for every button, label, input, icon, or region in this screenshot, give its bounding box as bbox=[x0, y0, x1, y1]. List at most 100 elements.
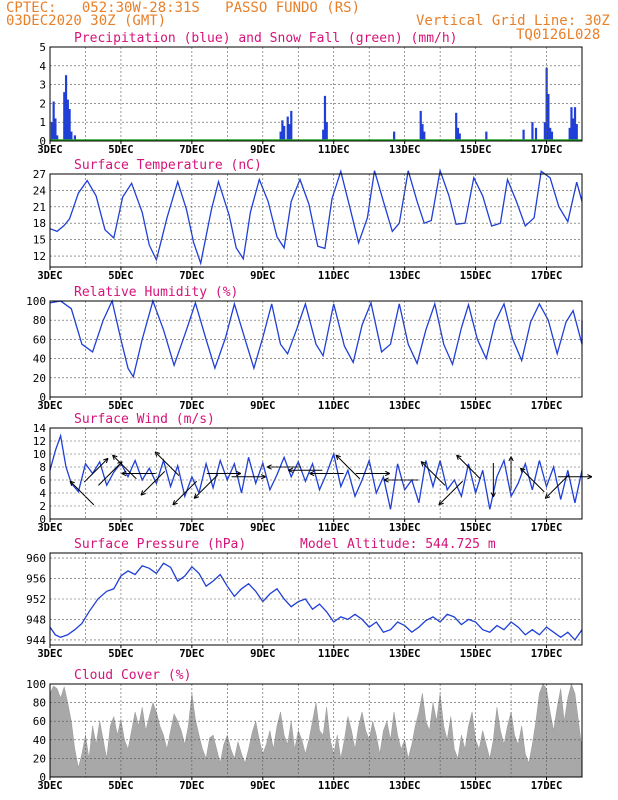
x-tick-label: 5DEC bbox=[108, 400, 133, 412]
x-tick-label: 15DEC bbox=[460, 144, 492, 156]
precip-bar bbox=[573, 107, 577, 141]
y-tick-label: 100 bbox=[26, 295, 46, 308]
wind-vector bbox=[154, 451, 180, 477]
y-tick-label: 0 bbox=[39, 391, 46, 404]
humidity-line bbox=[49, 298, 583, 379]
y-tick-label: 8 bbox=[39, 461, 46, 474]
wind-vector bbox=[112, 454, 137, 480]
y-tick-label: 21 bbox=[33, 201, 46, 214]
wind-vector-head bbox=[260, 474, 266, 480]
x-tick-label: 17DEC bbox=[531, 270, 563, 282]
wind-vector bbox=[520, 467, 545, 493]
y-tick-label: 6 bbox=[39, 474, 46, 487]
y-tick-label: 60 bbox=[33, 333, 46, 346]
x-tick-label: 5DEC bbox=[108, 270, 133, 282]
wind-vector-head bbox=[112, 454, 118, 460]
x-tick-label: 7DEC bbox=[179, 648, 204, 660]
y-tick-label: 12 bbox=[33, 435, 46, 448]
panel-frame bbox=[49, 427, 583, 520]
y-tick-label: 0 bbox=[39, 135, 46, 148]
wind-vector bbox=[172, 480, 198, 506]
precip-bar bbox=[547, 94, 550, 141]
y-tick-label: 948 bbox=[26, 613, 46, 626]
precip-bar bbox=[283, 125, 286, 141]
wind-vector-head bbox=[236, 470, 242, 477]
wind-vector-head bbox=[383, 477, 389, 483]
wind-vector bbox=[140, 470, 166, 496]
panel-title: Cloud Cover (%) bbox=[74, 668, 191, 683]
x-tick-label: 5DEC bbox=[108, 648, 133, 660]
precip-bar bbox=[288, 124, 291, 141]
panel-precip bbox=[49, 46, 583, 144]
y-tick-label: 12 bbox=[33, 250, 46, 263]
x-tick-label: 13DEC bbox=[389, 270, 421, 282]
x-tick-label: 11DEC bbox=[318, 780, 350, 792]
wind-vector bbox=[193, 474, 219, 499]
x-tick-label: 17DEC bbox=[531, 522, 563, 534]
panel-frame bbox=[49, 300, 583, 398]
panel-frame bbox=[49, 683, 583, 778]
y-tick-label: 956 bbox=[26, 573, 46, 586]
x-tick-label: 3DEC bbox=[37, 270, 62, 282]
x-tick-label: 7DEC bbox=[179, 780, 204, 792]
x-tick-label: 3DEC bbox=[37, 648, 62, 660]
precip-bar bbox=[281, 120, 284, 141]
y-tick-label: 960 bbox=[26, 552, 46, 565]
wind-line bbox=[49, 433, 583, 510]
y-tick-label: 24 bbox=[33, 184, 47, 197]
x-tick-label: 9DEC bbox=[250, 648, 275, 660]
x-tick-label: 13DEC bbox=[389, 522, 421, 534]
precip-bar bbox=[68, 109, 71, 141]
precip-bar bbox=[322, 129, 325, 141]
panel-annotation: Model Altitude: 544.725 m bbox=[300, 537, 496, 552]
precip-bar bbox=[290, 110, 293, 141]
y-tick-label: 1 bbox=[39, 116, 46, 129]
y-tick-label: 3 bbox=[39, 79, 46, 92]
precip-bar bbox=[534, 127, 538, 141]
panel-pressure bbox=[49, 552, 583, 648]
x-tick-label: 5DEC bbox=[108, 144, 133, 156]
wind-vector bbox=[544, 474, 570, 499]
wind-vector-head bbox=[69, 480, 75, 486]
panel-wind bbox=[49, 427, 593, 522]
precip-bar bbox=[570, 107, 573, 141]
pressure-line bbox=[49, 562, 583, 641]
x-tick-label: 17DEC bbox=[531, 648, 563, 660]
precip-bar bbox=[575, 124, 578, 141]
x-tick-label: 3DEC bbox=[37, 522, 62, 534]
wind-vector-head bbox=[508, 456, 514, 462]
panel-title: Surface Pressure (hPa) bbox=[74, 537, 246, 552]
x-tick-label: 11DEC bbox=[318, 522, 350, 534]
x-tick-label: 15DEC bbox=[460, 400, 492, 412]
panel-cloud bbox=[49, 683, 583, 780]
wind-vector-head bbox=[385, 470, 390, 477]
precip-bar bbox=[66, 99, 69, 141]
temperature-line bbox=[49, 168, 583, 266]
x-tick-label: 11DEC bbox=[318, 648, 350, 660]
y-tick-label: 2 bbox=[39, 97, 46, 110]
precip-bar bbox=[323, 95, 327, 141]
precip-bar bbox=[421, 124, 424, 141]
precip-bar bbox=[572, 118, 575, 141]
y-tick-label: 4 bbox=[39, 487, 46, 500]
wind-vector bbox=[456, 454, 481, 480]
x-tick-label: 3DEC bbox=[37, 144, 62, 156]
precip-bar bbox=[325, 122, 328, 141]
y-tick-label: 80 bbox=[33, 697, 46, 710]
y-tick-label: 20 bbox=[33, 372, 46, 385]
x-tick-label: 9DEC bbox=[250, 780, 275, 792]
wind-vector bbox=[98, 461, 123, 486]
precip-bar bbox=[568, 127, 571, 141]
wind-vector-head bbox=[140, 490, 146, 496]
x-tick-label: 15DEC bbox=[460, 270, 492, 282]
x-tick-label: 17DEC bbox=[531, 400, 563, 412]
x-tick-label: 7DEC bbox=[179, 522, 204, 534]
x-tick-label: 3DEC bbox=[37, 400, 62, 412]
precip-bar bbox=[70, 131, 73, 141]
panel-title: Precipitation (blue) and Snow Fall (gree… bbox=[74, 31, 458, 46]
precip-bar bbox=[56, 135, 59, 141]
header-code: TQ0126L028 bbox=[516, 27, 601, 43]
x-tick-label: 9DEC bbox=[250, 270, 275, 282]
x-tick-label: 11DEC bbox=[318, 144, 350, 156]
y-tick-label: 10 bbox=[33, 448, 46, 461]
